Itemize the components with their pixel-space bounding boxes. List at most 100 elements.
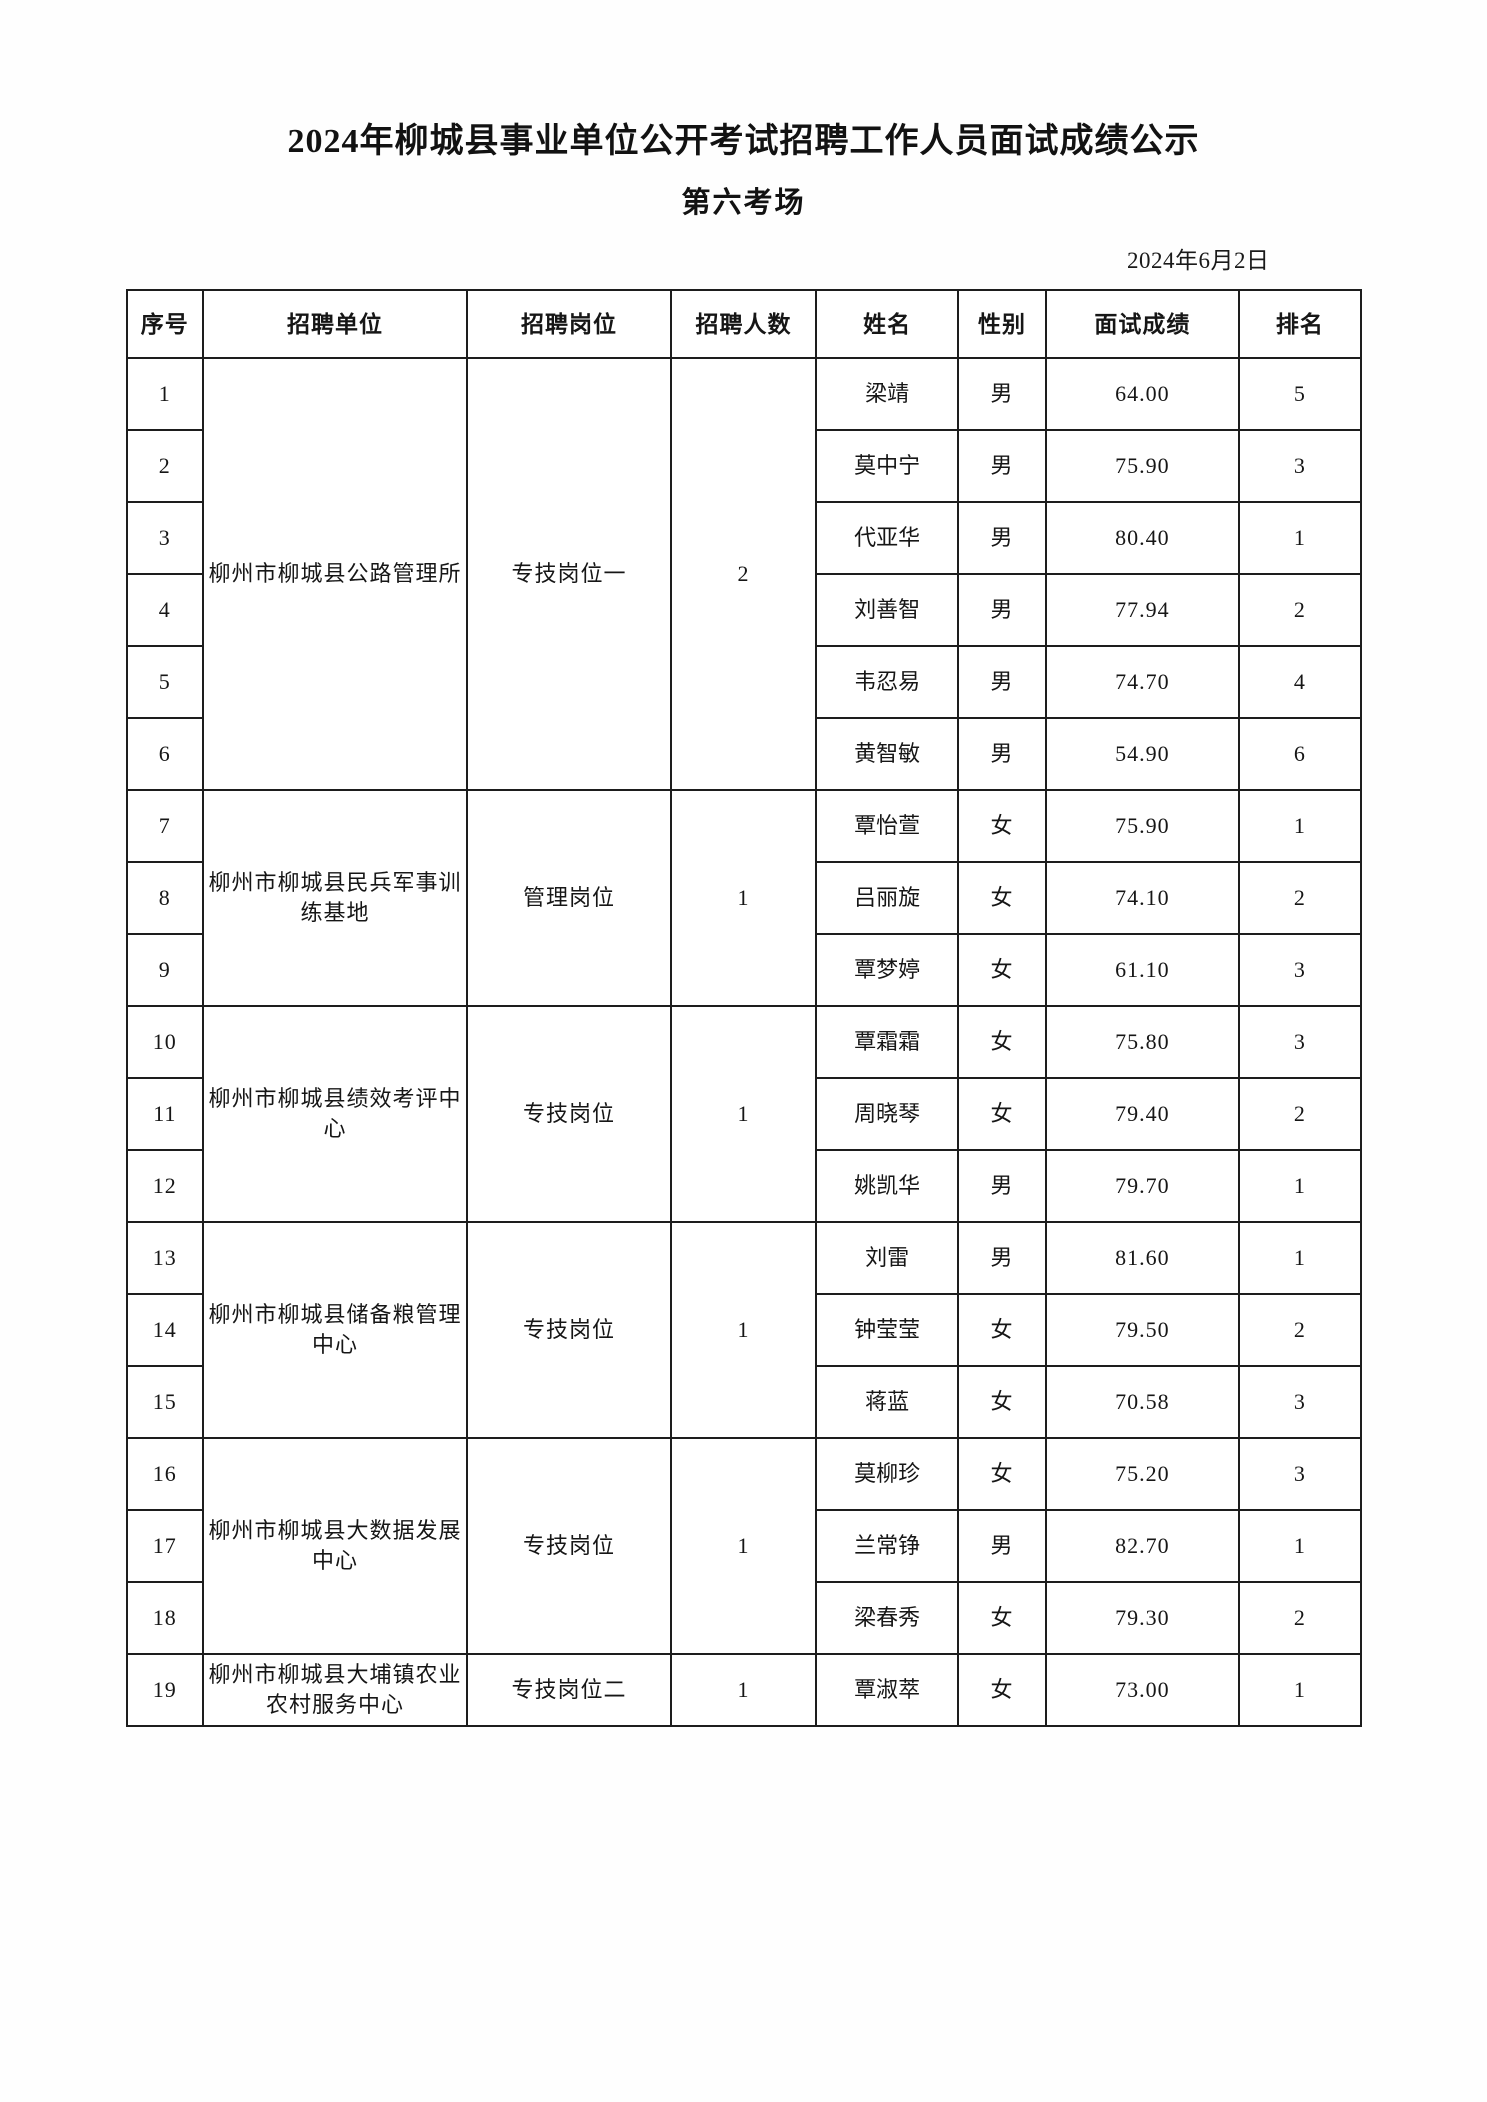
cell-name: 吕丽旋 xyxy=(814,861,960,936)
cell-post: 专技岗位 xyxy=(465,1437,673,1656)
table-row: 12 姚凯华男 79.70 1 xyxy=(125,1149,1362,1224)
cell-seq: 1 xyxy=(125,357,205,432)
column-header-name: 姓名 xyxy=(814,289,960,360)
cell-seq: 16 xyxy=(125,1437,205,1512)
cell-seq: 18 xyxy=(125,1581,205,1656)
cell-sex: 男 xyxy=(957,429,1047,504)
cell-sex: 男 xyxy=(957,357,1047,432)
cell-count: 1 xyxy=(670,1653,817,1728)
table-row: 2 莫中宁男 75.90 3 xyxy=(125,429,1362,504)
cell-name: 黄智敏 xyxy=(814,717,960,792)
cell-post: 专技岗位 xyxy=(465,1221,673,1440)
cell-sex: 男 xyxy=(957,1149,1047,1224)
cell-score: 74.70 xyxy=(1044,645,1241,720)
cell-name: 蒋蓝 xyxy=(814,1365,960,1440)
table-row: 11 周晓琴女 79.40 2 xyxy=(125,1077,1362,1152)
cell-rank: 2 xyxy=(1238,1293,1362,1368)
publish-date: 2024年6月2日 xyxy=(1127,248,1270,274)
cell-sex: 女 xyxy=(957,1293,1047,1368)
cell-sex: 女 xyxy=(957,1005,1047,1080)
page-subtitle: 第六考场 xyxy=(681,187,806,220)
table-row: 7 柳州市柳城县民兵军事训练基地 管理岗位 1 覃怡萱女 75.90 1 xyxy=(125,789,1362,1008)
cell-seq: 19 xyxy=(125,1653,205,1728)
table-row: 5 韦忍易男 74.70 4 xyxy=(125,645,1362,720)
cell-post: 专技岗位 xyxy=(465,1005,673,1224)
table-row: 19 柳州市柳城县大埔镇农业农村服务中心 专技岗位二 1 覃淑萃女 73.00 1 xyxy=(125,1653,1362,1728)
cell-name: 梁靖 xyxy=(814,357,960,432)
cell-sex: 男 xyxy=(957,573,1047,648)
cell-sex: 男 xyxy=(957,717,1047,792)
cell-sex: 女 xyxy=(957,1077,1047,1152)
cell-seq: 3 xyxy=(125,501,205,576)
cell-count: 1 xyxy=(670,789,817,1008)
table-row: 1 柳州市柳城县公路管理所 专技岗位一 2 梁靖男 64.00 5 xyxy=(125,357,1362,792)
table-row: 8 吕丽旋女 74.10 2 xyxy=(125,861,1362,936)
cell-unit: 柳州市柳城县绩效考评中心 xyxy=(202,1005,468,1224)
cell-name: 莫中宁 xyxy=(814,429,960,504)
table-row: 13 柳州市柳城县储备粮管理中心 专技岗位 1 刘雷男 81.60 1 xyxy=(125,1221,1362,1440)
table-row: 9 覃梦婷女 61.10 3 xyxy=(125,933,1362,1008)
cell-count: 1 xyxy=(670,1221,817,1440)
cell-post: 专技岗位二 xyxy=(465,1653,673,1728)
cell-score: 61.10 xyxy=(1044,933,1241,1008)
cell-seq: 5 xyxy=(125,645,205,720)
cell-count: 1 xyxy=(670,1437,817,1656)
cell-seq: 17 xyxy=(125,1509,205,1584)
cell-unit: 柳州市柳城县公路管理所 xyxy=(202,357,468,792)
cell-score: 82.70 xyxy=(1044,1509,1241,1584)
cell-seq: 6 xyxy=(125,717,205,792)
cell-sex: 女 xyxy=(957,1653,1047,1728)
cell-rank: 3 xyxy=(1238,1365,1362,1440)
cell-rank: 3 xyxy=(1238,933,1362,1008)
cell-name: 覃梦婷 xyxy=(814,933,960,1008)
interview-results-table: 序号 招聘单位 招聘岗位 招聘人数 姓名 性别 面试成绩 排名 1 柳州市柳城县公… xyxy=(125,289,1362,1728)
cell-seq: 9 xyxy=(125,933,205,1008)
cell-seq: 8 xyxy=(125,861,205,936)
cell-rank: 1 xyxy=(1238,501,1362,576)
cell-post: 专技岗位一 xyxy=(465,357,673,792)
table-row: 16 柳州市柳城县大数据发展中心 专技岗位 1 莫柳珍女 75.20 3 xyxy=(125,1437,1362,1656)
cell-name: 钟莹莹 xyxy=(814,1293,960,1368)
cell-rank: 1 xyxy=(1238,1149,1362,1224)
cell-seq: 4 xyxy=(125,573,205,648)
cell-seq: 12 xyxy=(125,1149,205,1224)
cell-unit: 柳州市柳城县储备粮管理中心 xyxy=(202,1221,468,1440)
cell-name: 莫柳珍 xyxy=(814,1437,960,1512)
cell-seq: 11 xyxy=(125,1077,205,1152)
cell-name: 韦忍易 xyxy=(814,645,960,720)
cell-seq: 15 xyxy=(125,1365,205,1440)
column-header-count: 招聘人数 xyxy=(670,289,817,360)
column-header-sex: 性别 xyxy=(957,289,1047,360)
cell-sex: 女 xyxy=(957,1581,1047,1656)
table-header: 序号 招聘单位 招聘岗位 招聘人数 姓名 性别 面试成绩 排名 xyxy=(125,289,1362,360)
cell-score: 70.58 xyxy=(1044,1365,1241,1440)
cell-score: 81.60 xyxy=(1044,1221,1241,1296)
cell-rank: 2 xyxy=(1238,1077,1362,1152)
cell-name: 周晓琴 xyxy=(814,1077,960,1152)
table-header-row: 序号 招聘单位 招聘岗位 招聘人数 姓名 性别 面试成绩 排名 xyxy=(125,289,1362,360)
cell-sex: 男 xyxy=(957,1221,1047,1296)
cell-score: 73.00 xyxy=(1044,1653,1241,1728)
cell-seq: 7 xyxy=(125,789,205,864)
cell-name: 兰常铮 xyxy=(814,1509,960,1584)
table-row: 4 刘善智男 77.94 2 xyxy=(125,573,1362,648)
cell-score: 75.20 xyxy=(1044,1437,1241,1512)
cell-count: 2 xyxy=(670,357,817,792)
column-header-unit: 招聘单位 xyxy=(202,289,468,360)
table-row: 18 梁春秀女 79.30 2 xyxy=(125,1581,1362,1656)
cell-score: 79.50 xyxy=(1044,1293,1241,1368)
cell-rank: 1 xyxy=(1238,789,1362,864)
cell-score: 75.90 xyxy=(1044,789,1241,864)
column-header-rank: 排名 xyxy=(1238,289,1362,360)
cell-name: 姚凯华 xyxy=(814,1149,960,1224)
table-row: 15 蒋蓝女 70.58 3 xyxy=(125,1365,1362,1440)
table-row: 10 柳州市柳城县绩效考评中心 专技岗位 1 覃霜霜女 75.80 3 xyxy=(125,1005,1362,1224)
cell-unit: 柳州市柳城县大埔镇农业农村服务中心 xyxy=(202,1653,468,1728)
column-header-score: 面试成绩 xyxy=(1044,289,1241,360)
table-row: 14 钟莹莹女 79.50 2 xyxy=(125,1293,1362,1368)
cell-rank: 3 xyxy=(1238,1437,1362,1512)
cell-score: 75.90 xyxy=(1044,429,1241,504)
cell-unit: 柳州市柳城县民兵军事训练基地 xyxy=(202,789,468,1008)
cell-sex: 男 xyxy=(957,1509,1047,1584)
cell-rank: 1 xyxy=(1238,1653,1362,1728)
